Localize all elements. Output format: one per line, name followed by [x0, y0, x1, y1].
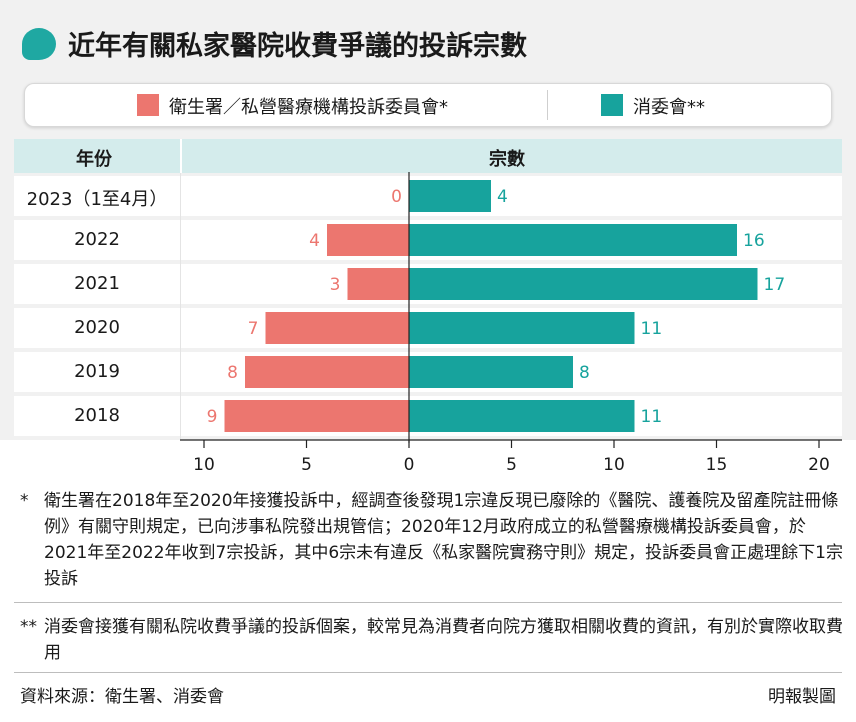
data-label-series-a: 9	[207, 407, 218, 427]
note-2: ** 消委會接獲有關私院收費爭議的投訴個案，較常見為消費者向院方獲取相關收費的資…	[14, 614, 843, 666]
note-divider	[14, 602, 842, 603]
year-label: 2023（1至4月）	[26, 189, 168, 210]
data-label-series-b: 11	[641, 319, 663, 339]
table-header: 年份 宗數	[14, 139, 842, 173]
speech-bubble-icon	[22, 28, 56, 60]
source-text: 資料來源：衛生署、消委會	[20, 687, 224, 707]
bar-series-a	[265, 312, 409, 344]
data-label-series-a: 4	[309, 231, 320, 251]
x-tick-label: 5	[301, 455, 312, 475]
bar-series-b	[409, 224, 737, 256]
bar-series-b	[409, 268, 758, 300]
legend-label-series-a: 衛生署／私營醫療機構投訴委員會*	[169, 97, 448, 118]
data-label-series-a: 7	[248, 319, 259, 339]
data-label-series-b: 16	[743, 231, 765, 251]
data-label-series-b: 11	[641, 407, 663, 427]
year-label: 2020	[74, 317, 120, 338]
header-year: 年份	[76, 149, 112, 170]
x-tick-label: 20	[808, 455, 830, 475]
header-divider	[180, 139, 182, 173]
legend-swatch-series-b	[601, 94, 623, 116]
data-label-series-a: 3	[330, 275, 341, 295]
bar-series-b	[409, 312, 635, 344]
year-label: 2022	[74, 229, 120, 250]
note-1: * 衛生署在2018年至2020年接獲投訴中，經調查後發現1宗違反現已廢除的《醫…	[14, 488, 843, 592]
note-1-text: 衛生署在2018年至2020年接獲投訴中，經調查後發現1宗違反現已廢除的《醫院、…	[44, 491, 843, 589]
year-column-divider	[180, 173, 181, 439]
note-2-text: 消委會接獲有關私院收費爭議的投訴個案，較常見為消費者向院方獲取相關收費的資訊，有…	[44, 617, 843, 663]
data-label-series-b: 4	[497, 187, 508, 207]
note-2-mark: **	[20, 617, 37, 637]
year-label: 2018	[74, 405, 120, 426]
bar-series-a	[224, 400, 409, 432]
x-tick-label: 5	[506, 455, 517, 475]
x-tick-label: 0	[404, 455, 415, 475]
legend-label-series-b: 消委會**	[633, 97, 705, 118]
legend-swatch-series-a	[137, 94, 159, 116]
header-count: 宗數	[489, 149, 525, 170]
credit-text: 明報製圖	[768, 687, 836, 707]
footer-divider	[14, 672, 842, 673]
x-tick-label: 10	[603, 455, 625, 475]
year-label: 2021	[74, 273, 120, 294]
data-label-series-b: 17	[764, 275, 786, 295]
bar-series-b	[409, 400, 635, 432]
year-label: 2019	[74, 361, 120, 382]
bar-series-b	[409, 356, 573, 388]
legend-divider	[547, 90, 548, 120]
x-tick-label: 15	[706, 455, 728, 475]
note-1-mark: *	[20, 491, 29, 511]
chart-title: 近年有關私家醫院收費爭議的投訴宗數	[68, 31, 527, 62]
x-tick-label: 10	[193, 455, 215, 475]
bar-series-b	[409, 180, 491, 212]
bar-series-a	[245, 356, 409, 388]
data-label-series-b: 8	[579, 363, 590, 383]
data-label-series-a: 8	[227, 363, 238, 383]
bar-series-a	[327, 224, 409, 256]
bar-chart: 0 4 4 16 3 17 7 11 8 8 9 11 10 5 0 5 10 15 20	[180, 172, 842, 475]
bar-series-a	[347, 268, 409, 300]
legend: 衛生署／私營醫療機構投訴委員會* 消委會**	[24, 83, 832, 127]
data-label-series-a: 0	[391, 187, 402, 207]
